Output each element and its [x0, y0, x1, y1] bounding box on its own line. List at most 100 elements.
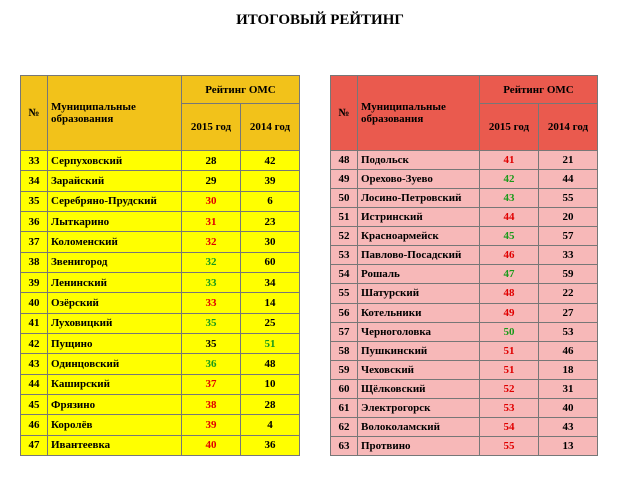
header-row: 2015 год 2014 год [21, 103, 300, 151]
rating-2015: 33 [181, 292, 241, 314]
municipality: Щёлковский [357, 378, 480, 399]
table-row: 37 Коломенский 32 30 [20, 231, 300, 253]
municipality: Озёрский [47, 292, 182, 314]
table-row: 39 Ленинский 33 34 [20, 271, 300, 294]
rating-2015: 33 [181, 271, 241, 294]
table-row: 33 Серпуховский 28 42 [20, 149, 300, 172]
rating-2014: 60 [240, 251, 300, 273]
municipality: Чеховский [357, 359, 480, 380]
rating-2015: 44 [479, 207, 539, 228]
row-number: 35 [20, 190, 48, 212]
rating-2014: 22 [538, 283, 598, 304]
header-cell: Рейтинг ОМС [181, 75, 300, 104]
rating-2015: 31 [181, 210, 241, 233]
rating-2014: 27 [538, 302, 598, 323]
municipality: Красноармейск [357, 226, 480, 247]
row-number: 33 [20, 149, 48, 172]
table-row: 38 Звенигород 32 60 [20, 251, 300, 273]
header-cell: Муниципальные образования [357, 75, 480, 151]
municipality: Подольск [357, 149, 480, 171]
row-number: 52 [330, 226, 358, 247]
rating-2014: 53 [538, 321, 598, 342]
rating-2015: 30 [181, 190, 241, 212]
row-number: 45 [20, 393, 48, 416]
municipality: Пущино [47, 332, 182, 355]
rating-2015: 54 [479, 416, 539, 437]
table-row: 54 Рошаль 47 59 [330, 264, 598, 285]
header-cell: 2015 год [181, 103, 241, 151]
rating-2015: 40 [181, 434, 241, 456]
table-row: 43 Одинцовский 36 48 [20, 353, 300, 375]
municipality: Каширский [47, 373, 182, 395]
table-row: 48 Подольск 41 21 [330, 149, 598, 171]
rating-2015: 51 [479, 340, 539, 361]
municipality: Ленинский [47, 271, 182, 294]
rating-2014: 4 [240, 414, 300, 436]
rating-2015: 37 [181, 373, 241, 395]
municipality: Ивантеевка [47, 434, 182, 456]
row-number: 53 [330, 245, 358, 266]
rating-2015: 50 [479, 321, 539, 342]
rating-2014: 43 [538, 416, 598, 437]
municipality: Луховицкий [47, 312, 182, 334]
row-number: 42 [20, 332, 48, 355]
header-row: № Муниципальные образования Рейтинг ОМС [20, 75, 300, 151]
row-number: 39 [20, 271, 48, 294]
municipality: Котельники [357, 302, 480, 323]
municipality: Одинцовский [47, 353, 182, 375]
table-row: 49 Орехово-Зуево 42 44 [330, 169, 598, 190]
rating-2015: 42 [479, 169, 539, 190]
rating-2015: 52 [479, 378, 539, 399]
header-cell: 2015 год [479, 103, 539, 151]
municipality: Орехово-Зуево [357, 169, 480, 190]
row-number: 37 [20, 231, 48, 253]
row-number: 59 [330, 359, 358, 380]
rating-2014: 6 [240, 190, 300, 212]
row-number: 43 [20, 353, 48, 375]
municipality: Волоколамский [357, 416, 480, 437]
rating-2014: 10 [240, 373, 300, 395]
municipality: Королёв [47, 414, 182, 436]
rating-2015: 46 [479, 245, 539, 266]
municipality: Павлово-Посадский [357, 245, 480, 266]
rating-2014: 31 [538, 378, 598, 399]
table-row: 47 Ивантеевка 40 36 [20, 434, 300, 456]
rating-2015: 29 [181, 170, 241, 192]
table-row: 44 Каширский 37 10 [20, 373, 300, 395]
rating-2014: 28 [240, 393, 300, 416]
rating-2014: 55 [538, 188, 598, 209]
rating-2014: 40 [538, 397, 598, 418]
row-number: 49 [330, 169, 358, 190]
rating-2014: 48 [240, 353, 300, 375]
rating-2014: 51 [240, 332, 300, 355]
rating-2015: 35 [181, 312, 241, 334]
rating-2015: 41 [479, 149, 539, 171]
row-number: 48 [330, 149, 358, 171]
header-cell: 2014 год [240, 103, 300, 151]
municipality: Истринский [357, 207, 480, 228]
table-row: 53 Павлово-Посадский 46 33 [330, 245, 598, 266]
row-number: 44 [20, 373, 48, 395]
table-row: 36 Лыткарино 31 23 [20, 210, 300, 233]
row-number: 47 [20, 434, 48, 456]
rating-2014: 44 [538, 169, 598, 190]
table-row: 34 Зарайский 29 39 [20, 170, 300, 192]
header-cell: Рейтинг ОМС [479, 75, 598, 104]
row-number: 63 [330, 435, 358, 457]
rating-2015: 32 [181, 251, 241, 273]
row-number: 57 [330, 321, 358, 342]
rating-2014: 36 [240, 434, 300, 456]
municipality: Коломенский [47, 231, 182, 253]
row-number: 40 [20, 292, 48, 314]
rating-2014: 18 [538, 359, 598, 380]
municipality: Пушкинский [357, 340, 480, 361]
header-row: 2015 год 2014 год [331, 103, 598, 151]
table-row: 59 Чеховский 51 18 [330, 359, 598, 380]
row-number: 60 [330, 378, 358, 399]
table-row: 45 Фрязино 38 28 [20, 393, 300, 416]
municipality: Серпуховский [47, 149, 182, 172]
rating-2015: 47 [479, 264, 539, 285]
row-number: 50 [330, 188, 358, 209]
table-row: 46 Королёв 39 4 [20, 414, 300, 436]
rating-2014: 25 [240, 312, 300, 334]
